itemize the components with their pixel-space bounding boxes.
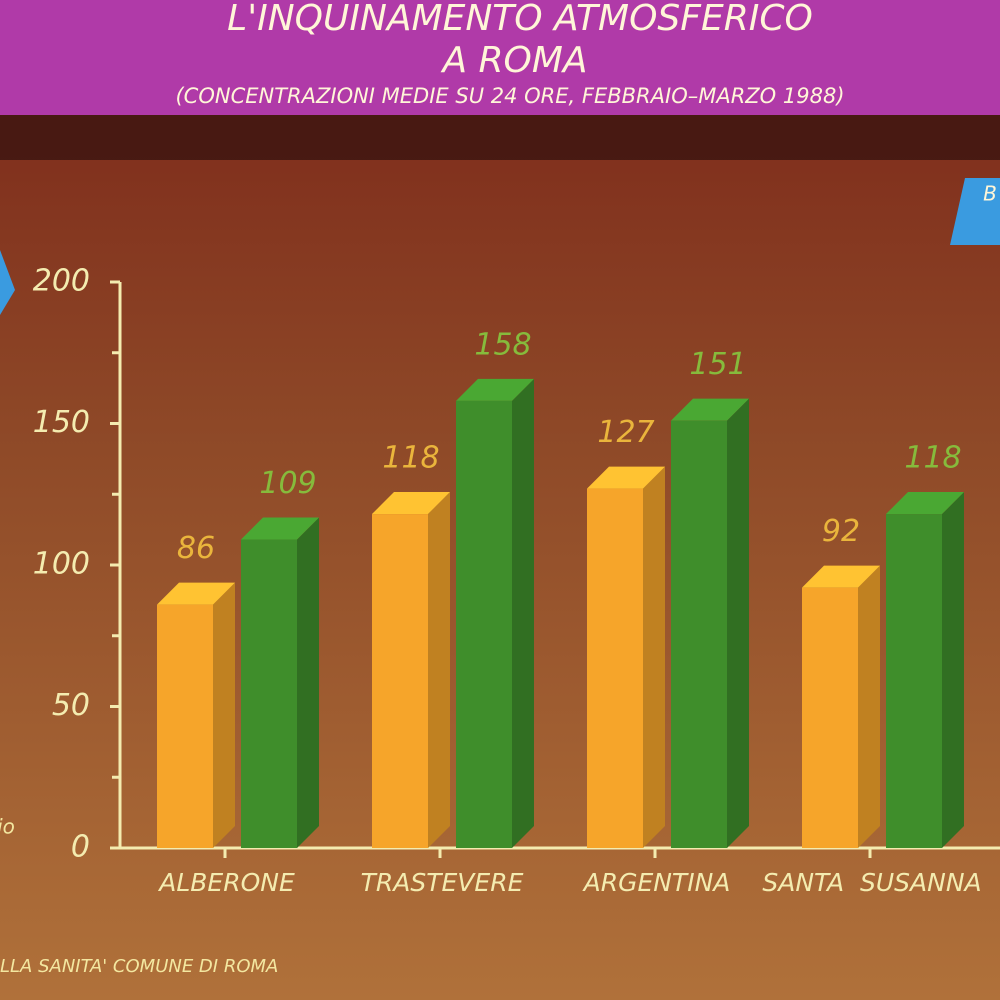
- chart-title: A ROMA: [440, 40, 587, 81]
- bar-side: [942, 492, 964, 848]
- bar-side: [428, 492, 450, 848]
- chart-subtitle: (CONCENTRAZIONI MEDIE SU 24 ORE, FEBBRAI…: [175, 84, 844, 108]
- bar: [587, 488, 643, 848]
- x-tick-label: TRASTEVERE: [361, 868, 524, 897]
- value-label: 118: [904, 441, 961, 476]
- annotation: B: [983, 182, 997, 206]
- bar-side: [297, 517, 319, 848]
- title-banner: [0, 0, 1000, 115]
- bar-side: [858, 565, 880, 848]
- y-tick-label: 100: [33, 547, 90, 582]
- value-label: 158: [474, 327, 531, 362]
- bar-top: [456, 378, 534, 401]
- bar-top: [802, 565, 880, 588]
- value-label: 151: [689, 347, 746, 382]
- value-label: 109: [259, 466, 316, 501]
- bar: [241, 539, 297, 848]
- bar-top: [372, 492, 450, 515]
- value-label: 92: [822, 514, 860, 549]
- banner-shadow: [0, 110, 1000, 160]
- y-tick-label: 0: [71, 830, 90, 865]
- annotation: io: [0, 815, 15, 839]
- x-tick-label: SANTA SUSANNA: [762, 868, 981, 897]
- y-tick-label: 50: [52, 688, 90, 723]
- bar-top: [241, 517, 319, 540]
- bar: [802, 587, 858, 848]
- bar: [157, 604, 213, 848]
- bar-top: [886, 492, 964, 515]
- legend-tag: [950, 178, 1000, 245]
- bar-top: [157, 582, 235, 605]
- bar: [671, 420, 727, 848]
- bar-side: [727, 398, 749, 848]
- bar-side: [213, 582, 235, 848]
- bar-top: [671, 398, 749, 421]
- value-label: 118: [382, 441, 439, 476]
- y-tick-label: 150: [33, 405, 90, 440]
- x-tick-label: ARGENTINA: [582, 868, 731, 897]
- bar: [456, 400, 512, 848]
- bar: [372, 514, 428, 848]
- bar-top: [587, 466, 665, 489]
- value-label: 127: [597, 415, 654, 450]
- chart-title: L'INQUINAMENTO ATMOSFERICO: [227, 0, 813, 39]
- source: LLA SANITA' COMUNE DI ROMA: [0, 956, 278, 977]
- x-tick-label: ALBERONE: [157, 868, 295, 897]
- value-label: 86: [177, 531, 215, 566]
- y-tick-label: 200: [33, 264, 90, 299]
- bar: [886, 514, 942, 848]
- bar-side: [643, 466, 665, 848]
- left-tag: [0, 250, 15, 315]
- bar-side: [512, 378, 534, 848]
